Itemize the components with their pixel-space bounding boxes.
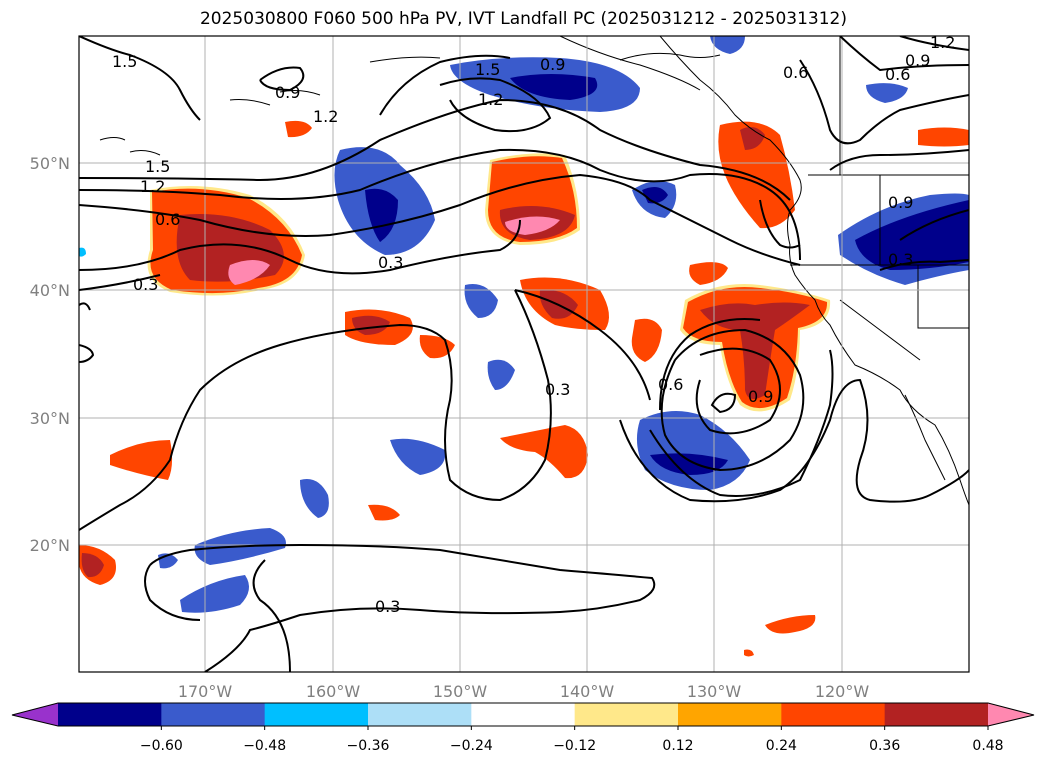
colorbar-tick-label: 0.12: [662, 738, 693, 754]
colorbar-extend-low: [12, 703, 58, 726]
contour-label: 0.9: [905, 51, 930, 70]
lon-label: 140°W: [560, 682, 615, 701]
contour-label: 0.6: [783, 63, 808, 82]
contour-label: 1.2: [478, 90, 503, 109]
contour-label: 0.3: [133, 275, 158, 294]
contour-label: 1.2: [140, 177, 165, 196]
colorbar-tick-label: −0.24: [450, 738, 493, 754]
positive-shading: [79, 120, 969, 657]
lat-label: 50°N: [30, 154, 70, 173]
contour-label: 0.6: [658, 375, 683, 394]
contour-label: 0.9: [275, 83, 300, 102]
colorbar-segments: [12, 703, 1034, 726]
lat-label: 30°N: [30, 409, 70, 428]
colorbar-segment: [264, 703, 369, 726]
chart-title: 2025030800 F060 500 hPa PV, IVT Landfall…: [199, 9, 847, 29]
negative-shading: [79, 36, 969, 613]
lat-label: 20°N: [30, 536, 70, 555]
contour-label: 1.5: [145, 157, 170, 176]
colorbar-segment: [368, 703, 472, 726]
colorbar-segment: [58, 703, 162, 726]
colorbar-ticks: −0.60 −0.48 −0.36 −0.24 −0.12 0.12 0.24 0.36 0.4…: [140, 726, 1004, 754]
contour-label: 0.9: [540, 55, 565, 74]
lon-label: 120°W: [815, 682, 870, 701]
contour-label: 1.5: [475, 60, 500, 79]
contour-label: 0.3: [375, 597, 400, 616]
lon-label: 160°W: [306, 682, 361, 701]
lon-label: 150°W: [433, 682, 488, 701]
contour-label: 0.6: [155, 210, 180, 229]
colorbar-segment: [884, 703, 989, 726]
lon-label: 130°W: [687, 682, 742, 701]
lon-label: 170°W: [178, 682, 233, 701]
colorbar-tick-label: −0.36: [347, 738, 390, 754]
lat-label: 40°N: [30, 281, 70, 300]
contour-label: 0.3: [378, 253, 403, 272]
contour-label: 1.5: [112, 52, 137, 71]
contour-label: 1.2: [313, 107, 338, 126]
colorbar: −0.60 −0.48 −0.36 −0.24 −0.12 0.12 0.24 0.36 0.4…: [11, 702, 1035, 754]
colorbar-extend-high: [988, 703, 1034, 726]
colorbar-segment: [574, 703, 679, 726]
contour-label: 0.9: [888, 193, 913, 212]
pv-contours: [79, 36, 969, 672]
plot-area: 1.5 1.5 0.9 0.6 0.9 0.6 1.2 1.2 1.5 1.2 …: [79, 33, 969, 672]
colorbar-segment: [781, 703, 886, 726]
contour-label: 1.2: [930, 33, 955, 52]
colorbar-tick-label: −0.12: [553, 738, 596, 754]
colorbar-segment: [471, 703, 576, 726]
colorbar-tick-label: −0.48: [243, 738, 286, 754]
colorbar-tick-label: 0.36: [869, 738, 900, 754]
colorbar-outline: [11, 702, 1035, 727]
colorbar-tick-label: 0.24: [766, 738, 797, 754]
contour-label: 0.6: [885, 65, 910, 84]
plot-frame: [78, 35, 970, 673]
colorbar-tick-label: 0.48: [972, 738, 1003, 754]
latitude-labels: 50°N 40°N 30°N 20°N: [30, 154, 70, 555]
contour-label: 0.3: [545, 380, 570, 399]
longitude-labels: 170°W 160°W 150°W 140°W 130°W 120°W: [178, 682, 870, 701]
gridlines: [79, 36, 969, 672]
contour-label: 0.9: [748, 387, 773, 406]
colorbar-segment: [678, 703, 782, 726]
contour-label: 0.3: [888, 250, 913, 269]
contour-labels: 1.5 1.5 0.9 0.6 0.9 0.6 1.2 1.2 1.5 1.2 …: [112, 33, 955, 616]
colorbar-tick-label: −0.60: [140, 738, 183, 754]
colorbar-segment: [161, 703, 266, 726]
coastlines: [99, 36, 969, 506]
